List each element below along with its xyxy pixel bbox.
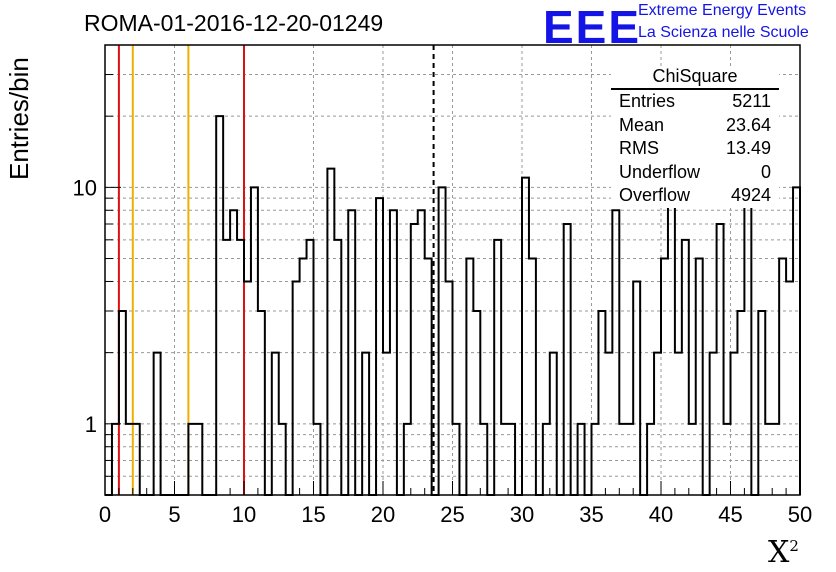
stats-title: ChiSquare bbox=[611, 66, 779, 90]
x-tick-label: 10 bbox=[232, 502, 256, 527]
x-tick-label: 5 bbox=[168, 502, 180, 527]
x-tick-label: 0 bbox=[99, 502, 111, 527]
x-tick-label: 40 bbox=[649, 502, 673, 527]
x-tick-label: 45 bbox=[718, 502, 742, 527]
x-tick-label: 50 bbox=[788, 502, 812, 527]
stats-row-rms: RMS 13.49 bbox=[619, 138, 771, 158]
y-axis-label: Entries/bin bbox=[4, 57, 34, 180]
stats-row-entries: Entries 5211 bbox=[619, 91, 771, 111]
stats-row-underflow: Underflow 0 bbox=[619, 161, 771, 182]
x-tick-label: 35 bbox=[579, 502, 603, 527]
x-tick-label: 20 bbox=[371, 502, 395, 527]
logo-line-1: Extreme Energy Events bbox=[638, 2, 807, 19]
eee-logo: EEE bbox=[543, 1, 642, 53]
x-tick-label: 25 bbox=[440, 502, 464, 527]
marker-lines bbox=[117, 45, 245, 495]
stats-row-overflow: Overflow 4924 bbox=[619, 185, 771, 205]
y-tick-label: 10 bbox=[73, 175, 97, 200]
axis-ticks bbox=[104, 74, 801, 495]
stats-row-mean: Mean 23.64 bbox=[619, 114, 771, 135]
logo-line-2: La Scienza nelle Scuole bbox=[638, 24, 809, 41]
y-tick-label: 1 bbox=[85, 412, 97, 437]
x-tick-label: 15 bbox=[301, 502, 325, 527]
run-title: ROMA-01-2016-12-20-01249 bbox=[84, 10, 384, 36]
x-axis-label: X2 bbox=[768, 535, 799, 570]
x-tick-label: 30 bbox=[510, 502, 534, 527]
stats-box: ChiSquare Entries 5211 Mean 23.64 RMS 13.49… bbox=[611, 66, 779, 208]
tick-labels: 0 5 10 15 20 25 30 35 40 45 50 1 10 bbox=[73, 175, 813, 527]
